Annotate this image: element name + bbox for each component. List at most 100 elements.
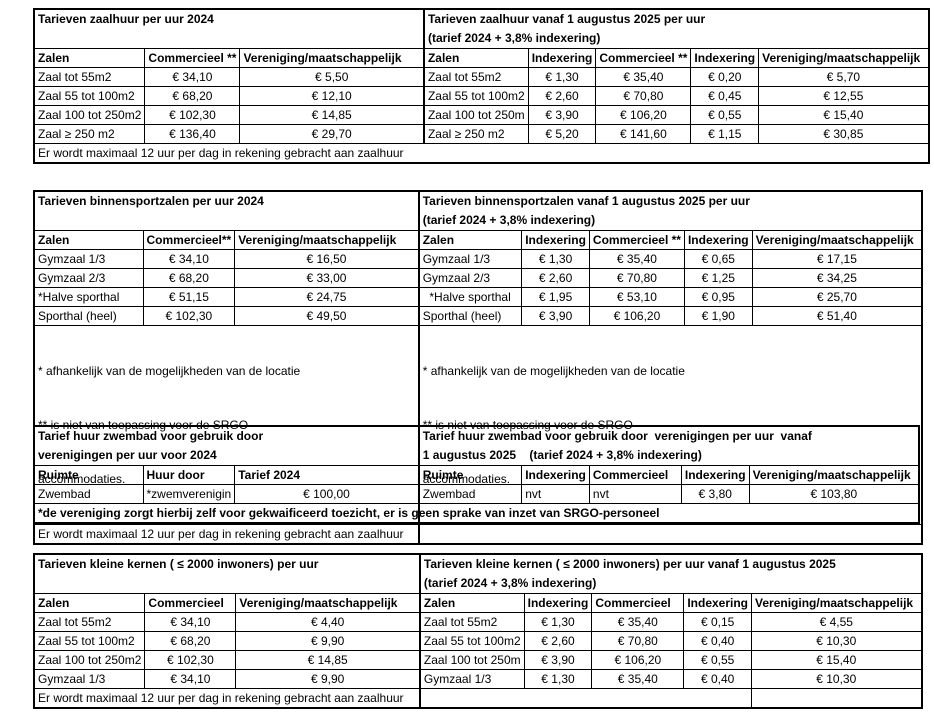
row-label: Zaal 100 tot 250m xyxy=(418,650,525,670)
row-label: *zwemverenigin xyxy=(142,484,236,504)
title-line: verenigingen per uur voor 2024 xyxy=(38,448,217,462)
column-header: Tarief 2024 xyxy=(234,465,420,485)
price-cell: € 30,85 xyxy=(758,124,930,144)
table-title-2025: Tarieven kleine kernen ( ≤ 2000 inwoners… xyxy=(418,553,923,594)
title-line: Tarieven zaalhuur vanaf 1 augustus 2025 … xyxy=(427,12,706,26)
price-cell: € 102,30 xyxy=(142,306,236,326)
table-footer: Er wordt maximaal 12 uur per dag in reke… xyxy=(33,688,421,709)
column-header: Commercieel ** xyxy=(595,48,692,68)
row-label: Gymzaal 2/3 xyxy=(417,268,523,288)
table-row: Gymzaal 1/3 € 34,10 € 9,90 Gymzaal 1/3 €… xyxy=(33,669,923,689)
price-cell: € 4,40 xyxy=(235,612,421,632)
table-title-2024: Tarief huur zwembad voor gebruik door ver… xyxy=(33,425,420,466)
row-label: Zaal ≥ 250 m2 xyxy=(33,124,146,144)
row-label: Gymzaal 1/3 xyxy=(33,249,144,269)
price-cell: € 106,20 xyxy=(595,105,692,125)
row-label: Sporthal (heel) xyxy=(33,306,144,326)
empty-cell xyxy=(417,524,923,545)
row-label: Zwembad xyxy=(33,484,144,504)
price-cell: € 0,55 xyxy=(683,650,753,670)
row-label: Zaal 55 tot 100m2 xyxy=(422,86,529,106)
header-row: Ruimte Huur door Tarief 2024 Ruimte Inde… xyxy=(33,465,920,485)
table-row: Zaal 55 tot 100m2 € 68,20 € 12,10 Zaal 5… xyxy=(33,86,930,106)
price-cell: € 102,30 xyxy=(144,105,241,125)
title-row: Tarief huur zwembad voor gebruik door ver… xyxy=(33,425,920,466)
column-header: Indexering xyxy=(680,465,750,485)
row-label: Zaal tot 55m2 xyxy=(418,612,525,632)
table-title-2025: Tarief huur zwembad voor gebruik door ve… xyxy=(417,425,920,466)
title-row: Tarieven binnensportzalen per uur 2024 T… xyxy=(33,190,923,231)
footer-row: Er wordt maximaal 12 uur per dag in reke… xyxy=(33,143,930,164)
empty-cell xyxy=(751,688,923,709)
column-header: Indexering xyxy=(521,465,590,485)
price-cell: € 103,80 xyxy=(748,484,920,504)
table-title-2024: Tarieven zaalhuur per uur 2024 xyxy=(33,8,425,49)
price-cell: € 106,20 xyxy=(591,650,685,670)
row-label: Zaal 100 tot 250m2 xyxy=(33,650,146,670)
price-cell: € 2,60 xyxy=(527,86,597,106)
title-line: (tarief 2024 + 3,8% indexering) xyxy=(427,31,601,45)
price-cell: € 2,60 xyxy=(523,631,593,651)
price-cell: € 1,30 xyxy=(523,612,593,632)
column-header: Zalen xyxy=(417,230,523,250)
price-cell: € 51,15 xyxy=(142,287,236,307)
price-cell: € 1,15 xyxy=(690,124,760,144)
price-cell: € 68,20 xyxy=(144,86,241,106)
price-cell: € 35,40 xyxy=(588,249,685,269)
row-label: Gymzaal 1/3 xyxy=(33,669,146,689)
row-label: *Halve sporthal xyxy=(417,287,523,307)
price-cell: € 0,40 xyxy=(683,631,753,651)
price-cell: € 102,30 xyxy=(144,650,237,670)
price-cell: € 35,40 xyxy=(595,67,692,87)
footer-row: Er wordt maximaal 12 uur per dag in reke… xyxy=(33,688,923,709)
price-cell: € 70,80 xyxy=(595,86,692,106)
column-header: Zalen xyxy=(33,230,144,250)
row-label: Zaal 55 tot 100m2 xyxy=(418,631,525,651)
price-cell: € 70,80 xyxy=(588,268,685,288)
price-cell: € 35,40 xyxy=(591,612,685,632)
column-header: Indexering xyxy=(527,48,597,68)
title-line: (tarief 2024 + 3,8% indexering) xyxy=(422,213,596,227)
price-cell: € 0,55 xyxy=(690,105,760,125)
price-cell: € 5,50 xyxy=(239,67,425,87)
row-label: Zaal tot 55m2 xyxy=(422,67,529,87)
price-cell: € 0,45 xyxy=(690,86,760,106)
price-cell: € 1,90 xyxy=(683,306,753,326)
table-row: Gymzaal 1/3 € 34,10 € 16,50 Gymzaal 1/3 … xyxy=(33,249,923,269)
column-header: Huur door xyxy=(142,465,236,485)
price-cell: € 34,10 xyxy=(144,67,241,87)
row-label: Zwembad xyxy=(417,484,523,504)
section-kleine-kernen: Tarieven kleine kernen ( ≤ 2000 inwoners… xyxy=(33,553,923,709)
price-cell: € 68,20 xyxy=(144,631,237,651)
row-label: Gymzaal 1/3 xyxy=(418,669,525,689)
price-cell: € 4,55 xyxy=(751,612,923,632)
column-header: Commercieel ** xyxy=(144,48,241,68)
price-cell: € 24,75 xyxy=(234,287,420,307)
column-header: Vereniging/maatschappelijk xyxy=(758,48,930,68)
price-cell: € 0,15 xyxy=(683,612,753,632)
row-label: Gymzaal 2/3 xyxy=(33,268,144,288)
column-header: Commercieel xyxy=(144,593,237,613)
title-line: (tarief 2024 + 3,8% indexering) xyxy=(423,576,597,590)
price-cell: € 1,25 xyxy=(683,268,753,288)
title-line: 1 augustus 2025 (tarief 2024 + 3,8% inde… xyxy=(422,448,702,462)
row-label: Zaal tot 55m2 xyxy=(33,612,146,632)
title-line: Tarieven kleine kernen ( ≤ 2000 inwoners… xyxy=(423,557,836,571)
column-header: Ruimte xyxy=(417,465,523,485)
title-line: Tarieven binnensportzalen per uur 2024 xyxy=(38,194,264,208)
price-cell: € 106,20 xyxy=(588,306,685,326)
price-cell: € 141,60 xyxy=(595,124,692,144)
column-header: Commercieel** xyxy=(142,230,236,250)
price-cell: € 0,65 xyxy=(683,249,753,269)
title-line: Tarieven kleine kernen ( ≤ 2000 inwoners… xyxy=(38,557,319,571)
column-header: Zalen xyxy=(418,593,525,613)
row-label: *Halve sporthal xyxy=(33,287,144,307)
table-row: *Halve sporthal € 51,15 € 24,75 *Halve s… xyxy=(33,287,923,307)
column-header: Indexering xyxy=(523,593,593,613)
title-line: Tarief huur zwembad voor gebruik door xyxy=(38,429,264,443)
price-cell: € 34,10 xyxy=(144,669,237,689)
price-cell: € 70,80 xyxy=(591,631,685,651)
table-row: Zaal 100 tot 250m2 € 102,30 € 14,85 Zaal… xyxy=(33,105,930,125)
price-cell: € 3,80 xyxy=(680,484,750,504)
value-cell: nvt xyxy=(521,484,590,504)
